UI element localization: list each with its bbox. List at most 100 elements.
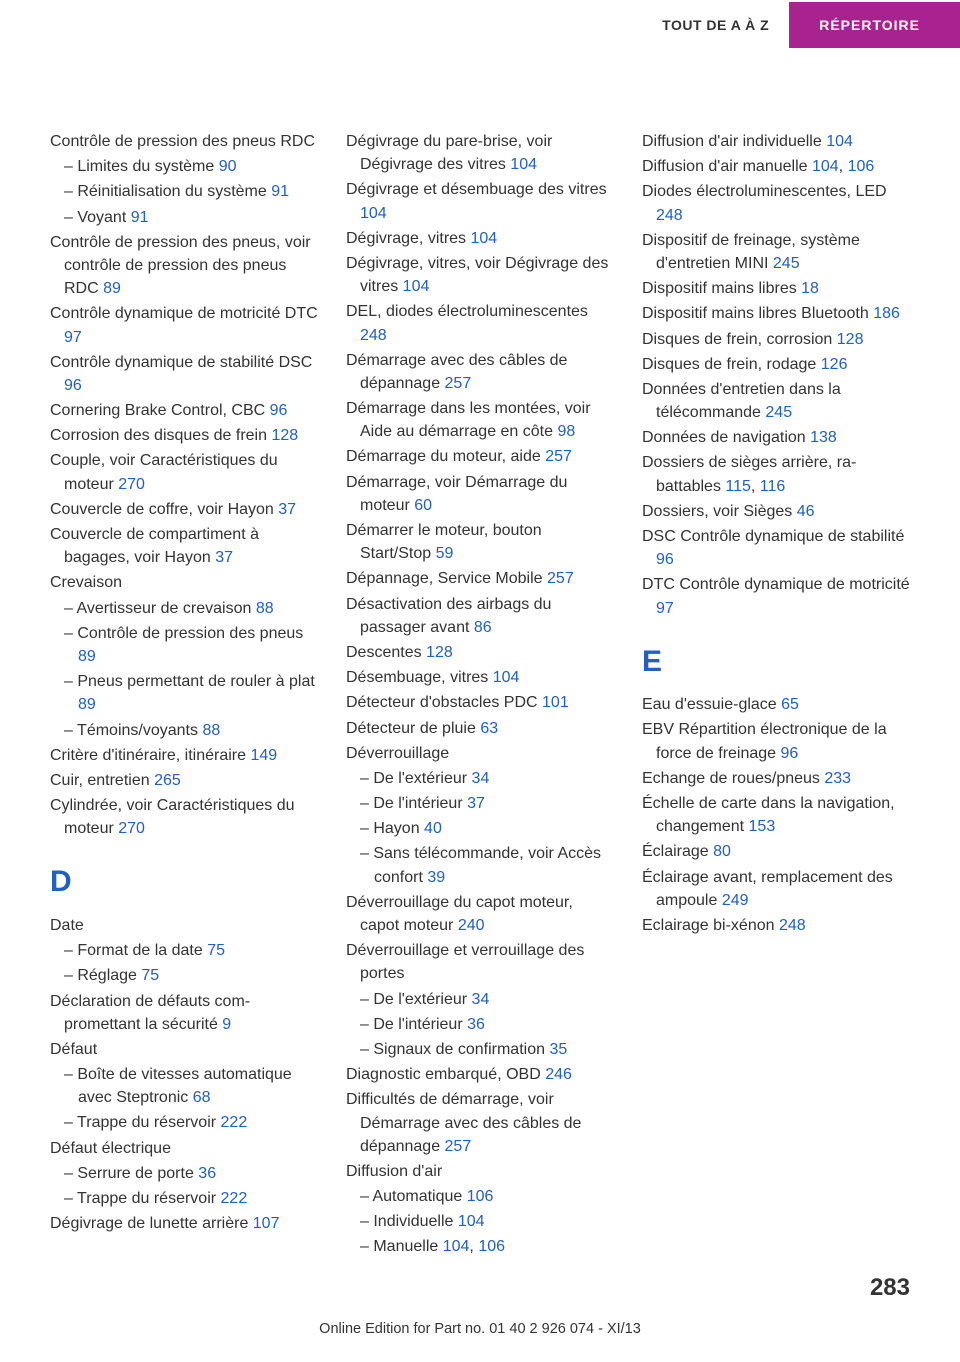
page-ref[interactable]: 222	[221, 1114, 248, 1131]
page-ref[interactable]: 104	[360, 205, 387, 222]
page-ref[interactable]: 248	[656, 207, 683, 224]
page-ref[interactable]: 98	[557, 423, 575, 440]
page-ref[interactable]: 40	[424, 820, 442, 837]
page-ref[interactable]: 106	[478, 1238, 505, 1255]
index-entry: Détecteur d'obstacles PDC 101	[346, 691, 614, 714]
page-ref[interactable]: 245	[773, 255, 800, 272]
index-subentry: – Serrure de porte 36	[50, 1162, 318, 1185]
page-ref[interactable]: 97	[64, 329, 82, 346]
page-ref[interactable]: 104	[510, 156, 537, 173]
entry-text: Diagnostic embarqué, OBD	[346, 1066, 545, 1083]
page-ref[interactable]: 222	[221, 1190, 248, 1207]
page-ref[interactable]: 9	[222, 1016, 231, 1033]
page-ref[interactable]: 248	[779, 917, 806, 934]
index-entry: Difficultés de démarrage, voir Démarrage…	[346, 1088, 614, 1158]
page-ref[interactable]: 104	[471, 230, 498, 247]
page-ref[interactable]: 257	[547, 570, 574, 587]
page-ref[interactable]: 35	[549, 1041, 567, 1058]
page-ref[interactable]: 233	[824, 770, 851, 787]
entry-text: Éclairage	[642, 843, 713, 860]
page-ref[interactable]: 153	[749, 818, 776, 835]
index-entry: Dégivrage du pare-brise, voir Dégivrage …	[346, 130, 614, 176]
page-ref[interactable]: 86	[474, 619, 492, 636]
entry-text: Dispositif mains libres Blue­tooth	[642, 305, 873, 322]
page-ref[interactable]: 59	[436, 545, 454, 562]
page-ref[interactable]: 104	[403, 278, 430, 295]
page-ref[interactable]: 101	[542, 694, 569, 711]
page-ref[interactable]: 96	[270, 402, 288, 419]
page-ref[interactable]: 96	[781, 745, 799, 762]
entry-text: DTC Contrôle dynamique de motricité	[642, 576, 910, 593]
page-ref[interactable]: 126	[821, 356, 848, 373]
page-ref[interactable]: 107	[253, 1215, 280, 1232]
page-ref[interactable]: 37	[215, 549, 233, 566]
page-ref[interactable]: 104	[443, 1238, 470, 1255]
index-subentry: – Manuelle 104, 106	[346, 1235, 614, 1258]
page-ref[interactable]: 46	[797, 503, 815, 520]
entry-text: – De l'extérieur	[360, 991, 472, 1008]
page-ref[interactable]: 270	[118, 476, 145, 493]
page-ref[interactable]: 265	[154, 772, 181, 789]
page-ref[interactable]: 128	[271, 427, 298, 444]
page-ref[interactable]: 116	[760, 478, 786, 495]
page-ref[interactable]: 75	[207, 942, 225, 959]
page-ref[interactable]: 240	[458, 917, 485, 934]
page-ref[interactable]: 75	[141, 967, 159, 984]
index-subentry: – Contrôle de pression des pneus 89	[50, 622, 318, 668]
page-ref[interactable]: 128	[837, 331, 864, 348]
page-ref[interactable]: 249	[722, 892, 749, 909]
page-ref[interactable]: 270	[118, 820, 145, 837]
page-ref[interactable]: 96	[656, 551, 674, 568]
page-ref[interactable]: 90	[219, 158, 237, 175]
page-ref[interactable]: 115	[725, 478, 751, 495]
page-ref[interactable]: 37	[467, 795, 485, 812]
index-entry: Crevaison	[50, 571, 318, 594]
page-ref[interactable]: 104	[458, 1213, 485, 1230]
page-ref[interactable]: 88	[256, 600, 274, 617]
page-ref[interactable]: 91	[271, 183, 289, 200]
page-ref[interactable]: 80	[713, 843, 731, 860]
page-ref[interactable]: 97	[656, 600, 674, 617]
page-ref[interactable]: 106	[467, 1188, 494, 1205]
page-ref[interactable]: 34	[472, 770, 490, 787]
page-ref[interactable]: 36	[198, 1165, 216, 1182]
page-ref[interactable]: 96	[64, 377, 82, 394]
page-ref[interactable]: 37	[278, 501, 296, 518]
page-ref[interactable]: 65	[781, 696, 799, 713]
page-ref[interactable]: 60	[414, 497, 432, 514]
page-ref[interactable]: 257	[445, 375, 472, 392]
page-ref[interactable]: 88	[202, 722, 220, 739]
page-ref[interactable]: 248	[360, 327, 387, 344]
page-ref[interactable]: 149	[250, 747, 277, 764]
index-entry: DSC Contrôle dynamique de stabilité 96	[642, 525, 910, 571]
page-ref[interactable]: 89	[103, 280, 121, 297]
entry-text: Démarrage du moteur, aide	[346, 448, 545, 465]
page-ref[interactable]: 106	[848, 158, 875, 175]
page-ref[interactable]: 39	[427, 869, 445, 886]
page-ref[interactable]: 68	[193, 1089, 211, 1106]
page-ref[interactable]: 104	[812, 158, 839, 175]
page-ref[interactable]: 186	[873, 305, 900, 322]
index-subentry: – Signaux de confirmation 35	[346, 1038, 614, 1061]
page-ref[interactable]: 246	[545, 1066, 572, 1083]
page-ref[interactable]: 138	[810, 429, 837, 446]
page-ref[interactable]: 89	[78, 696, 96, 713]
page-ref[interactable]: 104	[493, 669, 520, 686]
index-entry: Contrôle de pression des pneus, voir con…	[50, 231, 318, 301]
page-ref[interactable]: 104	[826, 133, 853, 150]
page-ref[interactable]: 63	[480, 720, 498, 737]
entry-text: – Individuelle	[360, 1213, 458, 1230]
index-entry: Déverrouillage	[346, 742, 614, 765]
page-ref[interactable]: 257	[545, 448, 572, 465]
page-ref[interactable]: 89	[78, 648, 96, 665]
index-entry: Disques de frein, rodage 126	[642, 353, 910, 376]
page-ref[interactable]: 257	[445, 1138, 472, 1155]
page-ref[interactable]: 34	[472, 991, 490, 1008]
index-entry: Echange de roues/pneus 233	[642, 767, 910, 790]
page-ref[interactable]: 91	[131, 209, 149, 226]
page-ref[interactable]: 245	[765, 404, 792, 421]
entry-text: – Témoins/voyants	[64, 722, 202, 739]
page-ref[interactable]: 128	[426, 644, 453, 661]
page-ref[interactable]: 36	[467, 1016, 485, 1033]
page-ref[interactable]: 18	[801, 280, 819, 297]
